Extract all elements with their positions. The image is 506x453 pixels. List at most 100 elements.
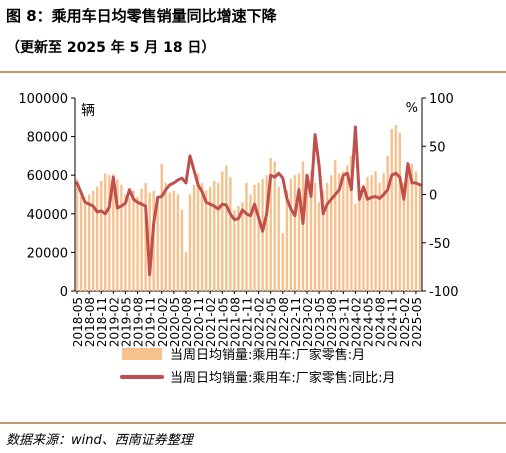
bar — [128, 198, 131, 291]
bar — [208, 186, 212, 291]
bar — [313, 182, 317, 291]
x-tick-label: 2022-08 — [277, 297, 291, 347]
x-tick-label: 2020-08 — [180, 297, 194, 347]
bar — [225, 165, 228, 291]
bar — [265, 175, 268, 291]
bar — [273, 161, 276, 291]
x-tick-label: 2022-11 — [289, 297, 303, 347]
left-tick-label: 60000 — [27, 169, 68, 184]
bar — [354, 204, 357, 291]
bar — [112, 174, 115, 291]
x-tick-label: 2019-08 — [132, 297, 146, 347]
x-tick-label: 2025-02 — [398, 297, 412, 347]
bar — [164, 182, 167, 291]
bar — [249, 194, 252, 291]
x-tick-label: 2024-08 — [374, 297, 388, 347]
bar — [297, 173, 301, 291]
x-tick-label: 2024-05 — [362, 297, 376, 347]
right-tick-label: 50 — [429, 140, 446, 155]
bar — [132, 190, 135, 291]
bottom-divider — [0, 422, 506, 424]
x-tick-label: 2020-11 — [192, 297, 206, 347]
bar — [79, 196, 83, 291]
bar — [350, 155, 353, 291]
bar — [362, 194, 365, 291]
bar — [370, 175, 373, 291]
bars-group — [75, 125, 422, 292]
left-tick-label: 20000 — [27, 246, 68, 261]
bar — [257, 182, 260, 291]
x-tick-label: 2021-05 — [216, 297, 230, 347]
legend-label-line: 当周日均销量:乘用车:厂家零售:同比:月 — [170, 370, 396, 386]
bar — [338, 173, 341, 291]
bar — [261, 179, 264, 291]
x-tick-label: 2021-08 — [228, 297, 242, 347]
tick-labels-group: 0 20000 40000 60000 80000 100000 -100 -50 0 50 100… — [18, 92, 458, 347]
bar — [148, 192, 151, 291]
x-tick-label: 2018-08 — [83, 297, 97, 347]
bar — [277, 186, 280, 291]
x-tick-label: 2019-02 — [107, 297, 121, 347]
chart-subtitle: （更新至 2025 年 5 月 18 日） — [6, 40, 216, 56]
x-tick-label: 2023-05 — [313, 297, 327, 347]
x-tick-label: 2018-05 — [71, 297, 85, 347]
bar — [172, 190, 176, 291]
bar — [120, 184, 123, 291]
bar — [192, 184, 196, 291]
bar — [418, 182, 422, 291]
bar — [301, 161, 305, 291]
bar — [285, 190, 289, 291]
bar — [289, 179, 293, 291]
right-tick-label: -50 — [429, 237, 450, 252]
bar — [83, 202, 87, 291]
bar — [204, 190, 208, 291]
left-tick-label: 80000 — [27, 131, 68, 146]
bar — [269, 157, 272, 291]
bar — [217, 182, 220, 291]
x-tick-label: 2022-05 — [265, 297, 279, 347]
x-tick-label: 2024-11 — [386, 297, 400, 347]
bar — [281, 233, 285, 291]
bar — [200, 182, 204, 291]
bar — [124, 194, 127, 291]
right-tick-label: -100 — [429, 285, 459, 300]
bar — [144, 182, 147, 291]
bar — [75, 179, 79, 291]
x-tick-label: 2022-02 — [253, 297, 267, 347]
x-tick-label: 2023-02 — [301, 297, 315, 347]
bar — [366, 177, 369, 291]
bar — [406, 167, 410, 291]
bar — [184, 252, 188, 291]
bar — [346, 165, 349, 291]
left-tick-label: 40000 — [27, 208, 68, 223]
right-unit-label: % — [406, 101, 418, 116]
bar — [104, 173, 107, 291]
bar — [309, 171, 313, 291]
bar — [196, 173, 200, 291]
bar — [386, 155, 389, 291]
x-tick-label: 2019-11 — [144, 297, 158, 347]
bar — [95, 186, 99, 291]
x-tick-label: 2021-11 — [240, 297, 254, 347]
x-tick-label: 2019-05 — [119, 297, 133, 347]
bar — [116, 179, 119, 291]
legend-label-bar: 当周日均销量:乘用车:厂家零售:月 — [170, 347, 365, 363]
bar — [293, 175, 297, 291]
x-tick-label: 2024-02 — [349, 297, 363, 347]
bar — [321, 190, 325, 291]
bar — [136, 196, 139, 291]
right-tick-label: 100 — [429, 92, 454, 107]
legend-swatch-bar — [122, 348, 162, 360]
left-tick-label: 100000 — [18, 92, 68, 107]
yoy-line — [75, 125, 422, 277]
bar — [180, 209, 184, 291]
bar — [414, 171, 418, 291]
bar — [140, 188, 143, 291]
bar — [245, 182, 248, 291]
bar — [330, 175, 333, 291]
bar — [358, 200, 361, 291]
left-unit-label: 辆 — [81, 103, 95, 119]
bar — [374, 171, 377, 291]
bar — [237, 206, 240, 291]
